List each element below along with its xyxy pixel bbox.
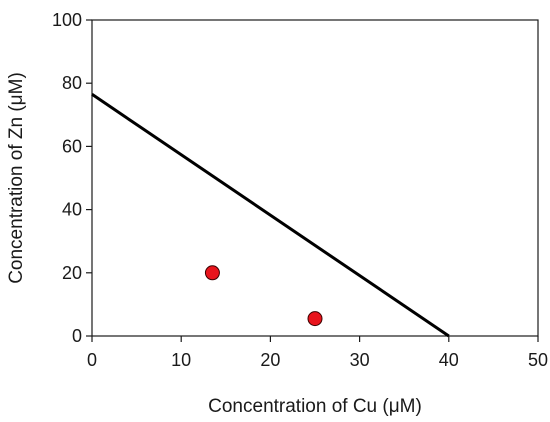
plot-frame	[91, 19, 539, 337]
x-axis-title: Concentration of Cu (μM)	[208, 396, 422, 417]
x-tick-label: 0	[87, 350, 97, 370]
y-axis-title: Concentration of Zn (μM)	[6, 72, 27, 284]
x-axis: 0 10 20 30 40 50	[87, 336, 548, 370]
line-series	[91, 93, 450, 338]
y-tick-label: 60	[62, 136, 82, 156]
y-tick-label: 20	[62, 263, 82, 283]
data-point	[204, 265, 220, 281]
y-tick-label: 100	[52, 10, 82, 30]
scatter-series	[204, 265, 323, 327]
x-tick-label: 20	[260, 350, 280, 370]
x-tick-label: 10	[171, 350, 191, 370]
x-tick-label: 50	[528, 350, 548, 370]
y-tick-label: 0	[72, 326, 82, 346]
y-axis: 0 20 40 60 80 100	[52, 10, 92, 346]
x-tick-label: 30	[350, 350, 370, 370]
y-tick-label: 80	[62, 73, 82, 93]
y-tick-label: 40	[62, 200, 82, 220]
boundary-line	[91, 93, 450, 338]
x-tick-label: 40	[439, 350, 459, 370]
data-point	[307, 311, 323, 327]
